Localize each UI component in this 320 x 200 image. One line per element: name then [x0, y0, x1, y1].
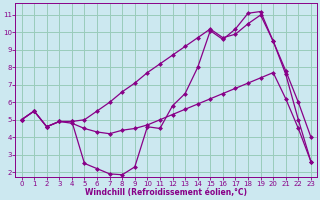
X-axis label: Windchill (Refroidissement éolien,°C): Windchill (Refroidissement éolien,°C)	[85, 188, 247, 197]
